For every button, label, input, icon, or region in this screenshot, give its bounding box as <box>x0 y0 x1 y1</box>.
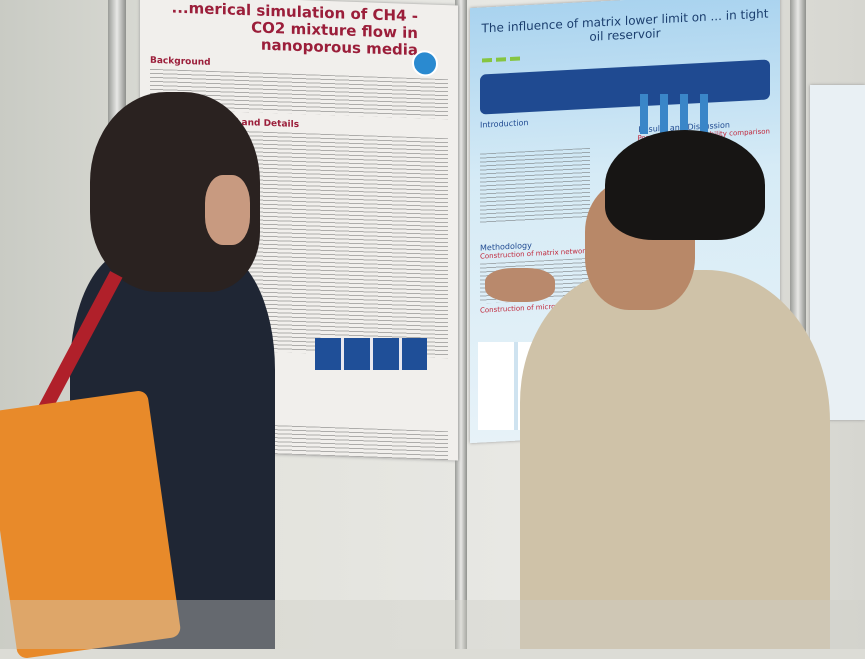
pointing-hand <box>485 268 555 302</box>
floor <box>0 600 865 649</box>
man-jacket <box>520 270 830 649</box>
logo <box>412 49 438 77</box>
display-pole <box>455 0 467 649</box>
man-hair <box>605 130 765 240</box>
text-block <box>480 147 590 224</box>
poster-left-title: ...merical simulation of CH4 - CO2 mixtu… <box>171 0 418 60</box>
bar-chart-figure <box>640 94 720 134</box>
tag <box>510 56 520 62</box>
woman-face <box>205 175 250 245</box>
simulation-images <box>315 338 427 370</box>
author-band <box>480 59 770 115</box>
tag <box>496 57 506 62</box>
tag <box>482 57 492 63</box>
